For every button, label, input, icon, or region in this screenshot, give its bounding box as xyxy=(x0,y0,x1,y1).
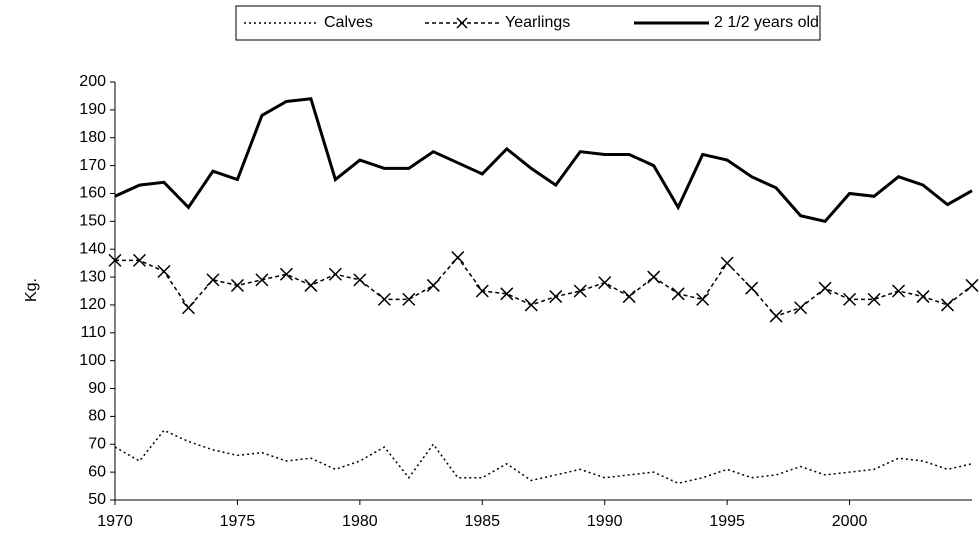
marker xyxy=(598,276,612,290)
series-line xyxy=(114,429,973,485)
marker xyxy=(867,292,881,306)
y-tick-label: 120 xyxy=(79,296,106,313)
x-tick-label: 1975 xyxy=(220,513,256,530)
y-tick-label: 60 xyxy=(88,463,106,480)
y-tick-label: 180 xyxy=(79,129,106,146)
x-tick-label: 1995 xyxy=(709,513,745,530)
legend-label: 2 1/2 years old xyxy=(714,14,819,31)
y-axis-label: Kg. xyxy=(23,278,40,302)
marker xyxy=(916,290,930,304)
marker xyxy=(451,251,465,265)
y-tick-label: 170 xyxy=(79,157,106,174)
marker xyxy=(426,278,440,292)
marker xyxy=(206,273,220,287)
marker xyxy=(647,270,661,284)
marker xyxy=(108,253,122,267)
y-tick-label: 110 xyxy=(80,324,106,341)
marker xyxy=(279,267,293,281)
marker xyxy=(157,264,171,279)
marker xyxy=(377,292,391,306)
x-tick-label: 1980 xyxy=(342,513,378,530)
y-tick-label: 190 xyxy=(79,101,106,118)
x-tick-label: 1990 xyxy=(587,513,623,530)
marker xyxy=(622,290,636,304)
marker xyxy=(818,281,832,295)
x-tick-label: 1970 xyxy=(97,513,133,530)
y-tick-label: 70 xyxy=(88,435,106,452)
y-tick-label: 100 xyxy=(79,352,106,369)
legend-box xyxy=(235,5,821,41)
legend-marker xyxy=(456,17,468,29)
y-tick-label: 200 xyxy=(79,73,106,90)
legend-label: Yearlings xyxy=(505,14,570,31)
marker xyxy=(353,273,367,287)
marker xyxy=(304,278,318,292)
y-tick-label: 50 xyxy=(88,491,106,508)
marker xyxy=(475,284,489,298)
series-line xyxy=(115,256,973,317)
marker xyxy=(745,281,759,295)
x-tick-label: 2000 xyxy=(832,513,868,530)
legend-label: Calves xyxy=(324,14,373,31)
marker xyxy=(671,287,685,301)
y-tick-label: 130 xyxy=(79,268,106,285)
y-tick-label: 150 xyxy=(79,213,106,230)
marker xyxy=(573,284,587,298)
marker xyxy=(940,298,955,312)
y-tick-label: 160 xyxy=(79,185,106,202)
marker xyxy=(524,298,538,312)
marker xyxy=(181,301,195,315)
marker xyxy=(965,278,979,292)
marker xyxy=(328,267,342,281)
x-tick-label: 1985 xyxy=(464,513,500,530)
y-tick-label: 80 xyxy=(88,408,106,425)
marker xyxy=(549,290,563,304)
marker xyxy=(720,256,734,270)
series-line xyxy=(114,97,973,223)
marker xyxy=(402,292,416,306)
y-tick-label: 90 xyxy=(88,380,106,397)
marker xyxy=(500,287,514,301)
marker xyxy=(794,301,808,315)
marker xyxy=(843,292,857,306)
y-tick-label: 140 xyxy=(79,240,106,257)
marker xyxy=(892,284,906,298)
marker xyxy=(696,292,710,306)
marker xyxy=(230,278,244,292)
marker xyxy=(132,253,147,267)
marker xyxy=(255,273,269,287)
marker xyxy=(769,309,783,323)
